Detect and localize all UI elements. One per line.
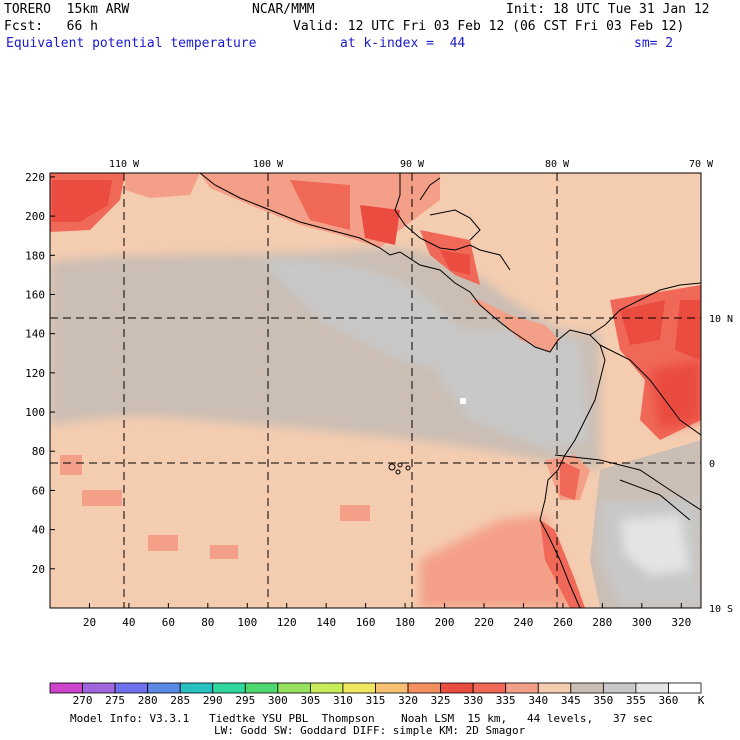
legend-swatch [375, 682, 409, 694]
lat-label-10n: 10 N [709, 314, 733, 325]
legend-value: 310 [333, 694, 353, 707]
x-grid-label: 20 [83, 616, 96, 629]
x-grid-label: 120 [277, 616, 297, 629]
field-name: Equivalent potential temperature [6, 36, 257, 51]
color-legend [49, 682, 702, 694]
legend-swatch [668, 682, 702, 694]
level-index: at k-index = 44 [340, 36, 466, 51]
legend-value: 275 [105, 694, 125, 707]
legend-value: 320 [398, 694, 418, 707]
x-grid-label: 180 [395, 616, 415, 629]
x-grid-label: 100 [237, 616, 257, 629]
center-label: NCAR/MMM [252, 2, 315, 17]
y-grid-label: 120 [25, 367, 45, 380]
lon-label-110w: 110 W [109, 159, 140, 170]
x-grid-label: 320 [671, 616, 691, 629]
lon-label-90w: 90 W [400, 159, 425, 170]
legend-value: 305 [300, 694, 320, 707]
legend-value: 335 [496, 694, 516, 707]
legend-value: 285 [170, 694, 190, 707]
legend-value: 345 [561, 694, 581, 707]
model-physics: LW: Godd SW: Goddard DIFF: simple KM: 2D… [214, 724, 526, 737]
y-grid-label: 140 [25, 328, 45, 341]
lon-label-80w: 80 W [545, 159, 570, 170]
legend-value: 300 [268, 694, 288, 707]
lon-label-100w: 100 W [253, 159, 284, 170]
graticule [50, 173, 701, 608]
legend-swatch [602, 682, 637, 694]
legend-swatch [82, 682, 116, 694]
legend-value: 330 [463, 694, 483, 707]
y-grid-label: 40 [32, 524, 45, 537]
y-grid-label: 160 [25, 288, 45, 301]
x-grid-label: 260 [553, 616, 573, 629]
legend-value: 350 [593, 694, 613, 707]
legend-value: 355 [626, 694, 646, 707]
legend-swatch [212, 682, 246, 694]
y-grid-label: 20 [32, 563, 45, 576]
legend-swatch [537, 682, 572, 694]
x-grid-label: 160 [356, 616, 376, 629]
legend-swatch [407, 682, 441, 694]
model-title: TORERO 15km ARW [4, 2, 130, 17]
legend-swatch [277, 682, 311, 694]
legend-swatch [179, 682, 214, 694]
legend-swatch [472, 682, 507, 694]
y-grid-label: 200 [25, 210, 45, 223]
legend-swatch [114, 682, 149, 694]
model-info: Model Info: V3.3.1 Tiedtke YSU PBL Thomp… [70, 712, 653, 725]
x-grid-label: 60 [162, 616, 175, 629]
legend-value: 315 [366, 694, 386, 707]
map-frame [49, 172, 702, 609]
legend-swatch [244, 682, 279, 694]
legend-swatch [342, 682, 376, 694]
y-grid-label: 180 [25, 249, 45, 262]
smoothing: sm= 2 [634, 36, 674, 51]
y-grid-label: 80 [32, 445, 45, 458]
legend-swatch [309, 682, 344, 694]
x-grid-label: 80 [201, 616, 214, 629]
legend-value: 295 [235, 694, 255, 707]
lat-label-10s: 10 S [709, 604, 733, 615]
lat-label-0: 0 [709, 459, 715, 470]
legend-value: 280 [138, 694, 158, 707]
legend-value: 340 [528, 694, 548, 707]
legend-unit: K [698, 694, 705, 707]
legend-value: 290 [203, 694, 223, 707]
x-grid-label: 240 [514, 616, 534, 629]
init-time: Init: 18 UTC Tue 31 Jan 12 [506, 2, 710, 17]
legend-swatch [49, 682, 83, 694]
x-grid-label: 40 [122, 616, 135, 629]
lon-label-70w: 70 W [689, 159, 714, 170]
y-grid-label: 220 [25, 171, 45, 184]
legend-swatch [635, 682, 669, 694]
legend-swatch [440, 682, 474, 694]
y-grid-label: 100 [25, 406, 45, 419]
x-grid-label: 200 [435, 616, 455, 629]
legend-swatch [147, 682, 181, 694]
forecast-hour: Fcst: 66 h [4, 19, 98, 34]
islands [388, 462, 411, 475]
legend-swatch [570, 682, 604, 694]
y-grid-label: 60 [32, 484, 45, 497]
x-grid-label: 300 [632, 616, 652, 629]
x-grid-label: 280 [592, 616, 612, 629]
coastlines [199, 173, 701, 608]
valid-time: Valid: 12 UTC Fri 03 Feb 12 (06 CST Fri … [293, 19, 685, 34]
legend-swatch [505, 682, 539, 694]
x-grid-label: 140 [316, 616, 336, 629]
legend-value: 360 [659, 694, 679, 707]
x-grid-label: 220 [474, 616, 494, 629]
legend-value: 270 [73, 694, 93, 707]
theta-e-field [50, 173, 701, 608]
legend-value: 325 [431, 694, 451, 707]
